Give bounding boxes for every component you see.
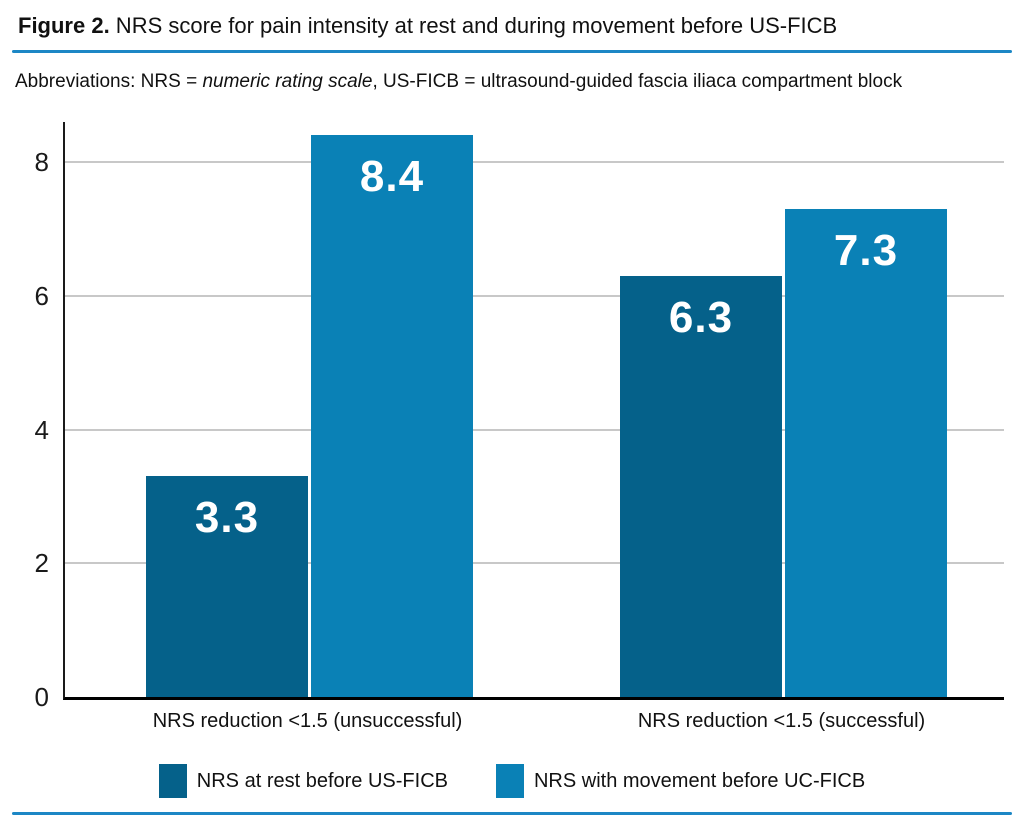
gridline bbox=[65, 428, 1004, 431]
abbrev-prefix: Abbreviations: NRS = bbox=[15, 71, 203, 92]
y-tick-label: 4 bbox=[34, 414, 49, 445]
bar: 3.3 bbox=[146, 476, 308, 697]
bar: 7.3 bbox=[785, 208, 947, 697]
abbrev-italic-term: numeric rating scale bbox=[202, 71, 373, 92]
chart-legend: NRS at rest before US-FICB NRS with movem… bbox=[0, 764, 1024, 798]
abbrev-rest: , US-FICB = ultrasound-guided fascia ili… bbox=[372, 71, 903, 92]
legend-swatch bbox=[158, 764, 187, 798]
bar-value-label: 6.3 bbox=[668, 292, 734, 342]
legend-label: NRS with movement before UC-FICB bbox=[533, 769, 866, 792]
y-tick-label: 0 bbox=[34, 682, 49, 712]
bar-value-label: 7.3 bbox=[833, 225, 899, 275]
bottom-divider bbox=[12, 812, 1012, 815]
bar-group: 6.3 7.3 bbox=[620, 208, 947, 697]
legend-swatch bbox=[495, 764, 524, 798]
y-tick-label: 6 bbox=[34, 280, 49, 311]
figure-title-text: NRS score for pain intensity at rest and… bbox=[109, 13, 838, 38]
bar-value-label: 8.4 bbox=[359, 152, 425, 202]
figure-number-label: Figure 2. bbox=[18, 13, 110, 38]
figure-title: Figure 2. NRS score for pain intensity a… bbox=[18, 12, 837, 40]
bar-group: 3.3 8.4 bbox=[146, 135, 473, 697]
gridline bbox=[65, 161, 1004, 164]
legend-label: NRS at rest before US-FICB bbox=[196, 769, 448, 792]
bar: 6.3 bbox=[620, 275, 782, 697]
bar: 8.4 bbox=[311, 135, 473, 697]
y-tick-label: 8 bbox=[34, 147, 49, 178]
legend-item: NRS at rest before US-FICB bbox=[158, 764, 448, 798]
x-category-label: NRS reduction <1.5 (successful) bbox=[637, 710, 926, 732]
bar-value-label: 3.3 bbox=[194, 493, 260, 543]
gridline bbox=[65, 562, 1004, 565]
legend-item: NRS with movement before UC-FICB bbox=[495, 764, 866, 798]
abbreviations-note: Abbreviations: NRS = numeric rating scal… bbox=[15, 70, 902, 94]
y-tick-label: 2 bbox=[34, 548, 49, 579]
x-category-label: NRS reduction <1.5 (unsuccessful) bbox=[152, 710, 463, 732]
gridline bbox=[65, 294, 1004, 297]
plot-area: 0 2 4 6 8 3.3 8.4 6.3 7.3 bbox=[35, 122, 1004, 710]
top-divider bbox=[12, 50, 1012, 53]
